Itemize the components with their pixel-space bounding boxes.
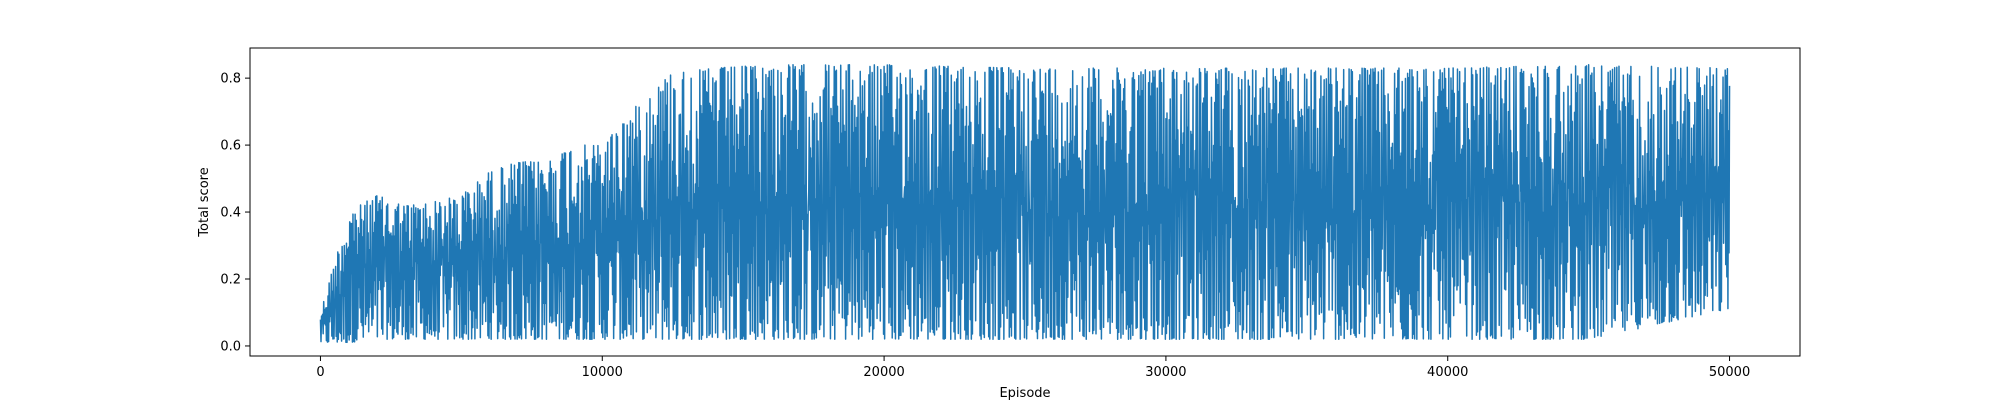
y-tick-label: 0.2 [220,273,241,288]
y-axis: 0.0 0.2 0.4 0.6 0.8 [220,72,250,354]
series-line [319,64,1731,344]
x-tick-label: 30000 [1145,365,1186,380]
x-tick-label: 40000 [1427,365,1468,380]
plot-frame [249,47,1801,357]
y-axis-label: Total score [197,167,212,237]
series-layer [319,64,1731,344]
y-tick-label: 0.4 [220,206,241,221]
y-tick-label: 0.8 [220,72,241,87]
y-tick-label: 0.0 [220,339,241,354]
x-tick-label: 0 [316,365,324,380]
x-axis-label: Episode [999,386,1050,400]
x-tick-label: 50000 [1709,365,1750,380]
x-axis: 0 10000 20000 30000 40000 50000 [316,356,1750,380]
x-tick-label: 20000 [863,365,904,380]
y-tick-label: 0.6 [220,139,241,154]
x-tick-label: 10000 [582,365,623,380]
